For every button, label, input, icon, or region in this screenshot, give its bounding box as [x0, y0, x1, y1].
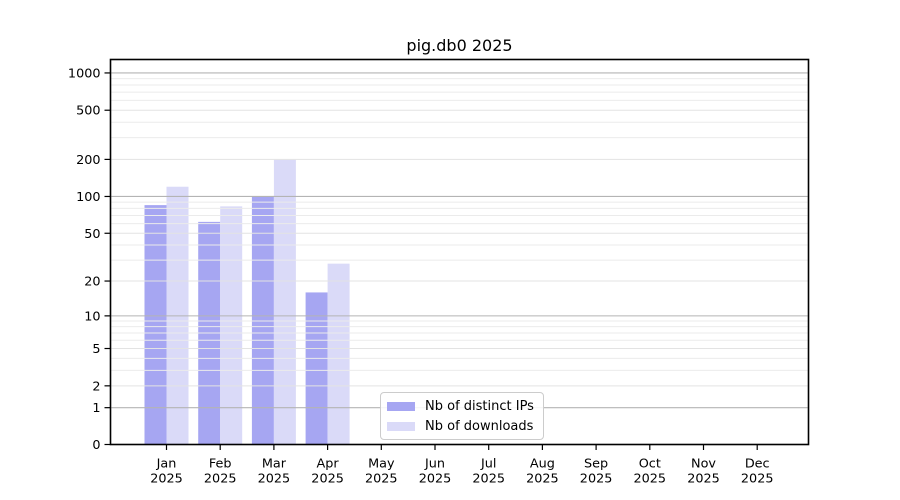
y-tick-label-2: 2: [92, 379, 100, 394]
bar-downloads-apr: [327, 263, 350, 445]
y-tick-label-500: 500: [76, 104, 100, 119]
y-tick-label-0: 0: [92, 438, 100, 453]
x-tick-label-month-aug: Aug: [530, 457, 555, 472]
legend-item-downloads: Nb of downloads: [387, 418, 535, 434]
y-tick-label-1: 1: [92, 401, 100, 416]
y-tick-label-200: 200: [76, 153, 100, 168]
x-tick-label-year-apr: 2025: [311, 472, 344, 487]
x-tick-label-year-mar: 2025: [258, 472, 291, 487]
x-tick-label-month-feb: Feb: [209, 457, 232, 472]
x-tick-label-year-nov: 2025: [687, 472, 720, 487]
legend-swatch-distinct-ips: [387, 401, 415, 411]
plot-border: [109, 58, 810, 446]
x-tick-label-year-jul: 2025: [472, 472, 505, 487]
x-tick-label-month-jun: Jun: [424, 457, 445, 472]
bar-downloads-feb: [220, 206, 243, 445]
y-tick-label-20: 20: [84, 275, 100, 290]
bar-distinct-ips-jan: [144, 205, 167, 445]
x-tick-label-month-dec: Dec: [745, 457, 770, 472]
legend-swatch-downloads: [387, 421, 415, 431]
x-tick-label-month-oct: Oct: [639, 457, 661, 472]
y-tick-label-1000: 1000: [68, 66, 101, 81]
x-tick-label-month-jul: Jul: [480, 457, 496, 472]
chart-legend: Nb of distinct IPs Nb of downloads: [380, 392, 544, 440]
x-tick-label-month-mar: Mar: [262, 457, 287, 472]
x-tick-label-month-nov: Nov: [691, 457, 716, 472]
bar-distinct-ips-apr: [305, 292, 328, 445]
x-tick-label-year-jun: 2025: [419, 472, 452, 487]
x-tick-label-month-apr: Apr: [317, 457, 340, 472]
legend-item-distinct-ips: Nb of distinct IPs: [387, 398, 535, 414]
legend-label-distinct-ips: Nb of distinct IPs: [425, 398, 534, 414]
y-tick-label-100: 100: [76, 190, 100, 205]
bar-downloads-mar: [273, 159, 296, 445]
y-tick-label-50: 50: [84, 227, 100, 242]
x-tick-label-month-jan: Jan: [156, 457, 177, 472]
chart-title: pig.db0 2025: [406, 36, 513, 55]
x-tick-label-year-jan: 2025: [150, 472, 183, 487]
x-tick-label-year-oct: 2025: [634, 472, 667, 487]
y-tick-label-10: 10: [84, 309, 100, 324]
legend-label-downloads: Nb of downloads: [425, 418, 534, 434]
x-tick-label-month-may: May: [368, 457, 395, 472]
x-tick-label-year-dec: 2025: [741, 472, 774, 487]
x-tick-label-month-sep: Sep: [584, 457, 608, 472]
x-tick-label-year-feb: 2025: [204, 472, 237, 487]
y-tick-label-5: 5: [92, 342, 100, 357]
x-tick-label-year-aug: 2025: [526, 472, 559, 487]
x-tick-label-year-sep: 2025: [580, 472, 613, 487]
x-tick-label-year-may: 2025: [365, 472, 398, 487]
